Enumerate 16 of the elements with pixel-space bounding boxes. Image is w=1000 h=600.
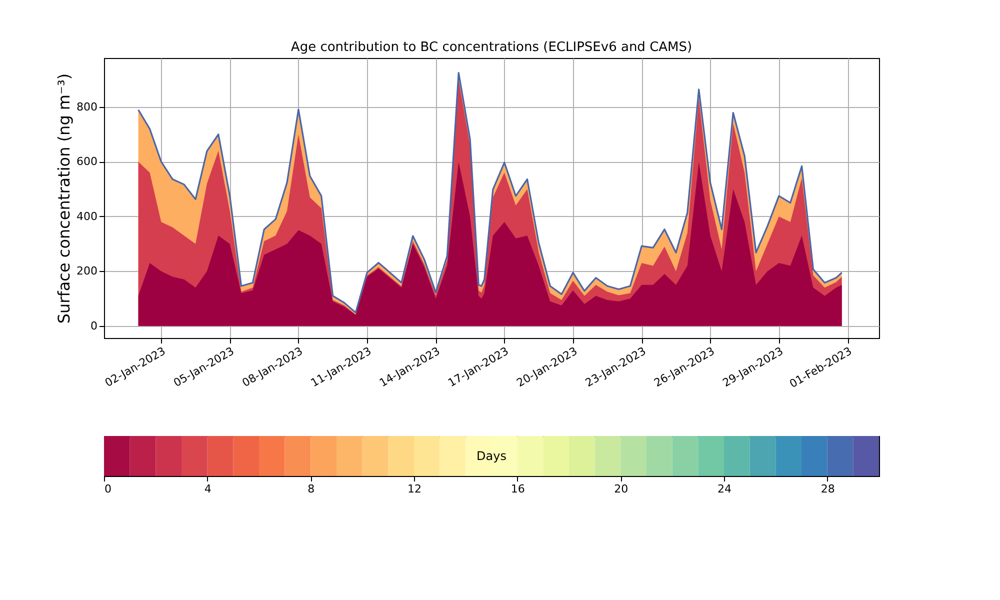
color-bar-title: Days bbox=[476, 449, 506, 463]
color-bar-label: 16 bbox=[510, 482, 525, 496]
y-tick-label: 200 bbox=[76, 264, 98, 278]
color-bar-label: 12 bbox=[408, 482, 422, 496]
color-bar-label: 8 bbox=[308, 482, 315, 496]
y-tick-label: 400 bbox=[76, 210, 98, 223]
color-bar-label: 0 bbox=[104, 482, 112, 496]
color-bar-label: 24 bbox=[718, 482, 732, 496]
color-bar-label: 20 bbox=[614, 482, 628, 496]
y-tick-label: 600 bbox=[76, 155, 98, 168]
y-tick-label: 800 bbox=[76, 100, 98, 114]
y-tick-label: 0 bbox=[90, 319, 98, 332]
color-bar-label: 4 bbox=[204, 482, 212, 496]
color-bar-label: 28 bbox=[820, 482, 835, 496]
chart-title: Age contribution to BC concentrations (ECLIPSEv6 and CAMS) bbox=[290, 40, 692, 55]
y-axis-title: Surface concentration (ng m⁻³) bbox=[54, 73, 74, 324]
